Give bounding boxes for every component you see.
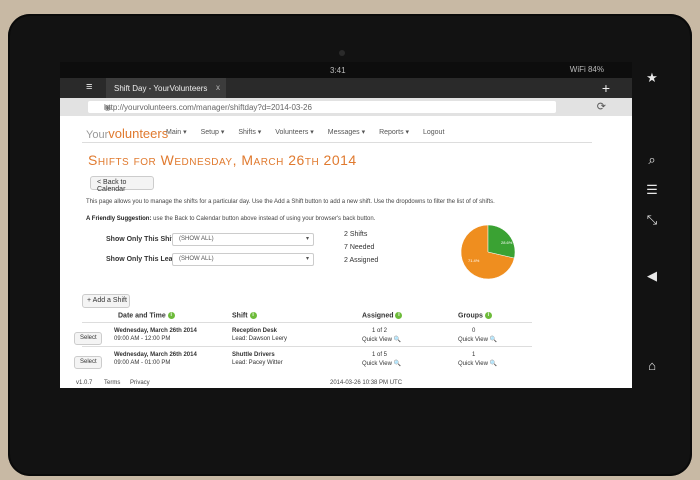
filter-lead-value: (SHOW ALL) (179, 256, 214, 262)
chevron-down-icon: ▾ (305, 256, 309, 262)
hamburger-menu-icon[interactable]: ≡ (86, 81, 93, 93)
back-to-calendar-button[interactable]: < Back to Calendar (90, 176, 154, 193)
front-camera (339, 50, 345, 56)
row-2-assigned: 1 of 5 (372, 352, 388, 358)
stat-assigned: 2 Assigned (344, 257, 379, 264)
row-1-groups-quick-view[interactable]: Quick View 🔍 (458, 337, 498, 343)
filter-lead-select[interactable]: (SHOW ALL) ▾ (172, 253, 314, 266)
info-icon[interactable]: i (395, 312, 403, 319)
row-2-groups-quick-view[interactable]: Quick View 🔍 (458, 361, 498, 367)
page-info-icon[interactable]: ◉ (104, 103, 111, 112)
filter-shift-value: (SHOW ALL) (179, 236, 214, 242)
pie-slice-assigned (487, 224, 516, 259)
header-date-time: Date and Time i (118, 312, 175, 319)
assignment-pie-chart: 28.6% 71.4% (460, 224, 516, 280)
pie-slice-unassigned (460, 224, 515, 280)
filter-shift-label: Show Only This Shift (106, 236, 176, 243)
row-2-lead: Lead: Pacey Witter (232, 360, 283, 366)
reader-icon[interactable]: ☰ (646, 182, 658, 197)
stat-shifts: 2 Shifts (344, 231, 368, 238)
info-icon[interactable]: i (249, 312, 257, 319)
nav-reports[interactable]: Reports ▾ (379, 129, 410, 136)
nav-setup[interactable]: Setup ▾ (200, 129, 225, 136)
chevron-down-icon: ▾ (305, 236, 309, 242)
wifi-battery-indicator: WiFi 84% (569, 65, 604, 74)
nav-main[interactable]: Main ▾ (166, 129, 187, 136)
nav-menu: Main ▾ Setup ▾ Shifts ▾ Volunteers ▾ Mes… (166, 128, 456, 136)
filter-lead-label: Show Only This Lead (106, 256, 177, 263)
table-divider (82, 346, 532, 347)
fullscreen-icon[interactable]: ⤡ (646, 212, 658, 227)
tab-title: Shift Day - YourVolunteers (114, 84, 208, 93)
table-divider (82, 322, 532, 323)
reload-icon[interactable]: ⟳ (596, 101, 606, 113)
url-field[interactable]: ◉ http://yourvolunteers.com/manager/shif… (88, 101, 556, 113)
row-1-lead: Lead: Dawson Leery (232, 336, 288, 342)
row-1-assigned: 1 of 2 (372, 328, 388, 334)
status-bar: 3:41 WiFi 84% (60, 62, 632, 78)
device-screen: 3:41 WiFi 84% ≡ Shift Day - YourVoluntee… (60, 62, 632, 388)
nav-logout[interactable]: Logout (422, 129, 445, 136)
back-to-calendar-label: < Back to Calendar (97, 179, 127, 193)
nav-messages[interactable]: Messages ▾ (327, 129, 366, 136)
site-nav: Yourvolunteers Main ▾ Setup ▾ Shifts ▾ V… (82, 120, 592, 143)
row-1-time: 09:00 AM - 12:00 PM (114, 336, 171, 342)
row-2-groups: 1 (472, 352, 476, 358)
new-tab-button[interactable]: + (601, 80, 610, 96)
search-icon[interactable]: ⌕ (648, 152, 656, 167)
nav-shifts[interactable]: Shifts ▾ (238, 129, 262, 136)
info-icon[interactable]: i (167, 312, 175, 319)
tab-close-icon[interactable]: x (216, 83, 220, 92)
web-page: Yourvolunteers Main ▾ Setup ▾ Shifts ▾ V… (74, 116, 592, 388)
header-shift: Shift i (232, 312, 257, 319)
nav-volunteers[interactable]: Volunteers ▾ (275, 129, 314, 136)
device-nav-bar: ★ ⌕ ☰ ⤡ ◀ ⌂ (632, 62, 672, 388)
row-2-date: Wednesday, March 26th 2014 (114, 352, 197, 358)
add-shift-button[interactable]: + Add a Shift (82, 294, 130, 308)
row-1-shift[interactable]: Reception Desk (232, 328, 278, 334)
info-icon[interactable]: i (484, 312, 492, 319)
star-icon[interactable]: ★ (646, 70, 658, 85)
intro-text: This page allows you to manage the shift… (86, 199, 495, 205)
suggestion-text: A Friendly Suggestion: use the Back to C… (86, 216, 376, 222)
stat-needed: 7 Needed (344, 244, 375, 251)
pie-label-unassigned: 71.4% (468, 258, 480, 263)
browser-tab[interactable]: Shift Day - YourVolunteers x (106, 78, 226, 98)
select-label: Select (80, 359, 97, 365)
url-text: http://yourvolunteers.com/manager/shiftd… (104, 103, 312, 112)
add-shift-label: + Add a Shift (87, 297, 127, 304)
row-1-groups: 0 (472, 328, 476, 334)
footer-version: v1.0.7 (76, 380, 93, 386)
select-row-1-button[interactable]: Select (74, 332, 102, 345)
status-clock: 3:41 (330, 66, 346, 75)
page-title: Shifts for Wednesday, March 26th 2014 (88, 152, 357, 168)
select-label: Select (80, 335, 97, 341)
browser-tab-bar: ≡ Shift Day - YourVolunteers x + (60, 78, 632, 98)
row-1-assigned-quick-view[interactable]: Quick View 🔍 (362, 337, 402, 343)
address-bar: ◉ http://yourvolunteers.com/manager/shif… (60, 98, 632, 116)
back-icon[interactable]: ◀ (647, 268, 657, 283)
header-groups: Groups i (458, 312, 492, 319)
home-icon[interactable]: ⌂ (648, 358, 656, 373)
pie-label-assigned: 28.6% (501, 240, 513, 245)
row-2-shift[interactable]: Shuttle Drivers (232, 352, 275, 358)
row-2-assigned-quick-view[interactable]: Quick View 🔍 (362, 361, 402, 367)
filter-shift-select[interactable]: (SHOW ALL) ▾ (172, 233, 314, 246)
row-2-time: 09:00 AM - 01:00 PM (114, 360, 171, 366)
header-assigned: Assigned i (362, 312, 403, 319)
row-1-date: Wednesday, March 26th 2014 (114, 328, 197, 334)
footer-timestamp: 2014-03-26 10:38 PM UTC (330, 380, 403, 386)
footer-privacy-link[interactable]: Privacy (130, 380, 150, 386)
select-row-2-button[interactable]: Select (74, 356, 102, 369)
site-logo[interactable]: Yourvolunteers (86, 126, 169, 141)
footer-terms-link[interactable]: Terms (104, 380, 121, 386)
